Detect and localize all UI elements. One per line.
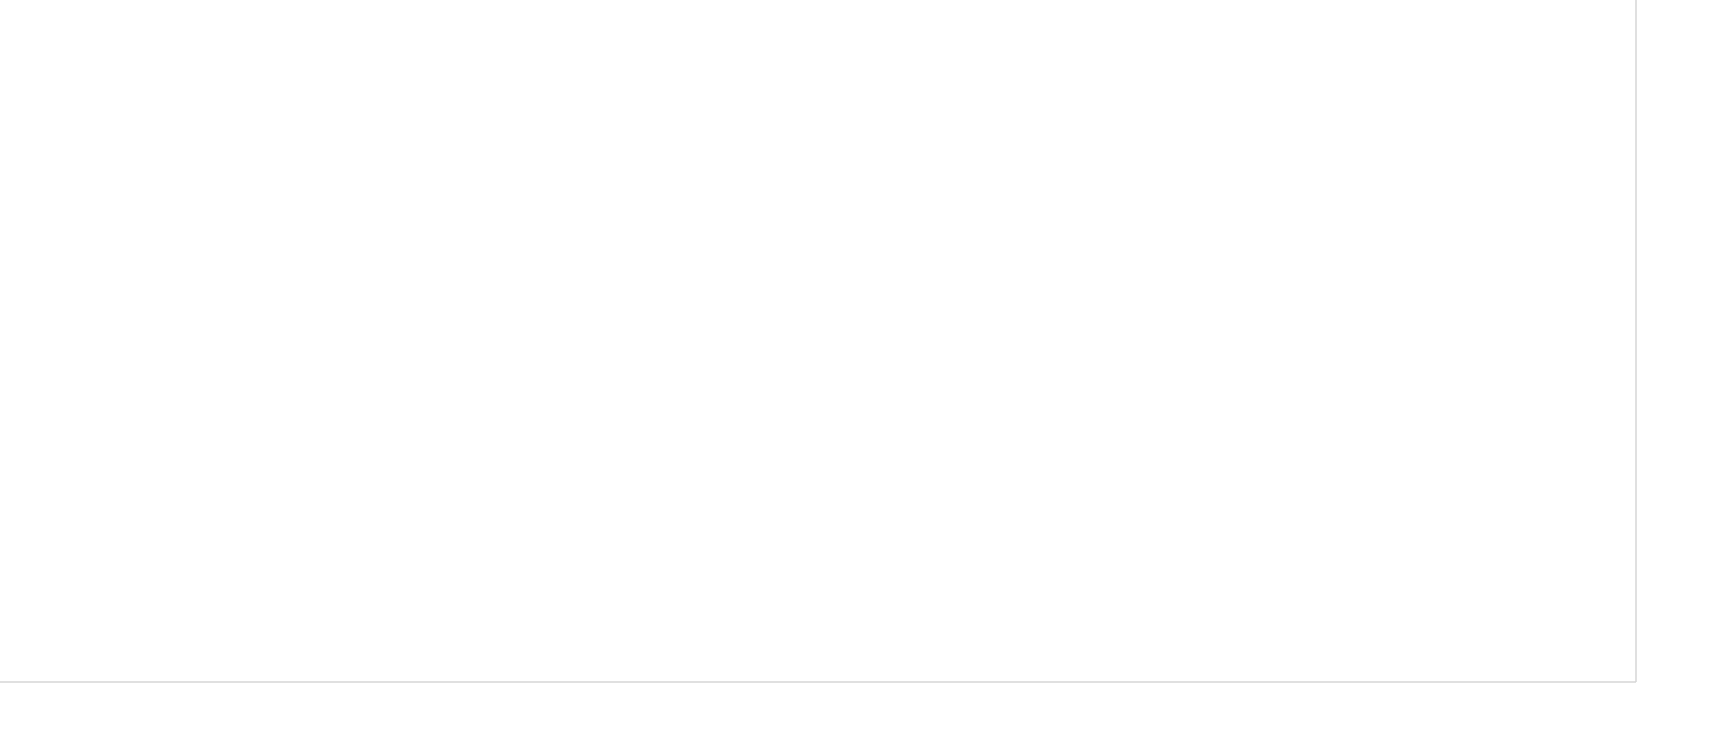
chart [0, 0, 1637, 683]
page: {"chart_data": { "type": "candlestick", … [0, 0, 1637, 683]
